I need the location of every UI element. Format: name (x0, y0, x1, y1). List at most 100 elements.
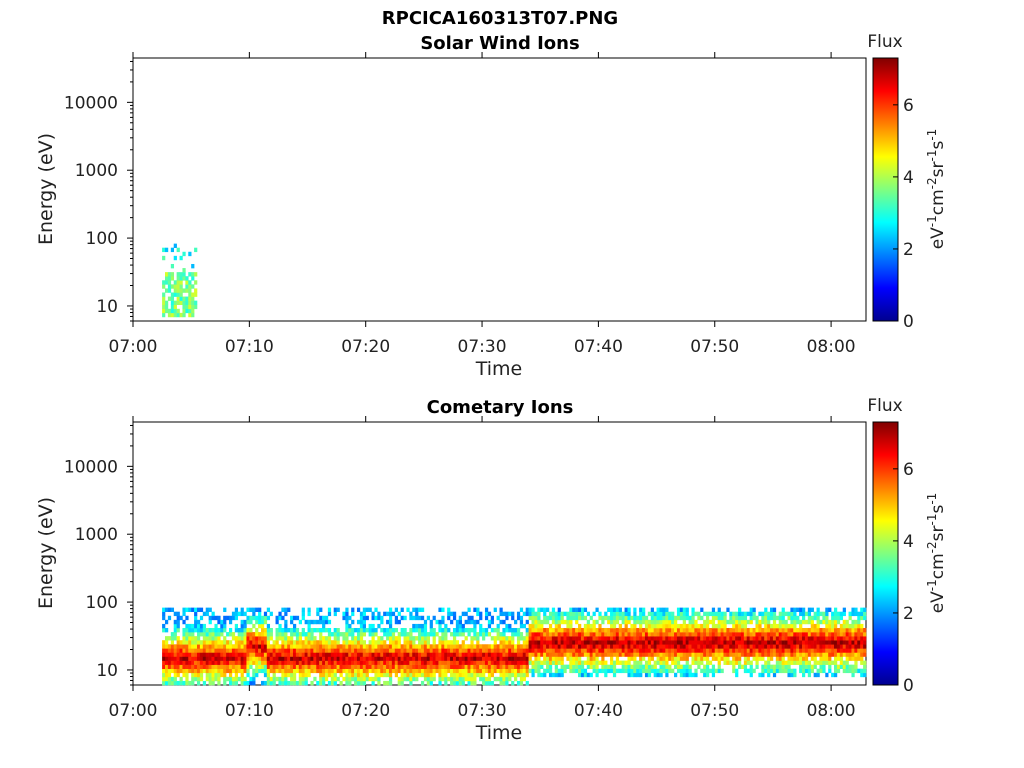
heatmap-cell (566, 627, 570, 633)
heatmap-cell (650, 607, 654, 613)
heatmap-cell (482, 652, 486, 657)
heatmap-cell (697, 615, 701, 621)
heatmap-cell (319, 627, 323, 633)
heatmap-cell (290, 632, 294, 637)
heatmap-cell (211, 632, 215, 637)
heatmap-cell (426, 672, 430, 678)
heatmap-cell (653, 640, 657, 645)
heatmap-cell (185, 680, 189, 686)
heatmap-cell (223, 636, 227, 641)
heatmap-cell (196, 664, 201, 670)
heatmap-cell (173, 619, 177, 625)
heatmap-cell (336, 627, 340, 633)
heatmap-cell (345, 627, 349, 633)
heatmap-cell (217, 656, 221, 661)
heatmap-cell (470, 648, 474, 653)
heatmap-cell (176, 668, 180, 674)
heatmap-cell (418, 656, 422, 661)
heatmap-cell (857, 619, 861, 625)
heatmap-cell (633, 648, 637, 653)
heatmap-cell (778, 664, 782, 670)
heatmap-cell (700, 627, 704, 633)
heatmap-cell (249, 615, 253, 621)
heatmap-cell (502, 640, 506, 645)
heatmap-cell (220, 656, 224, 661)
heatmap-cell (441, 640, 445, 645)
heatmap-cell (237, 640, 241, 645)
heatmap-cell (403, 668, 407, 674)
heatmap-cell (758, 636, 762, 641)
heatmap-cell (461, 644, 465, 649)
heatmap-cell (665, 623, 669, 629)
heatmap-cell (269, 680, 273, 686)
heatmap-cell (211, 656, 215, 661)
heatmap-cell (749, 615, 753, 621)
heatmap-cell (179, 652, 183, 657)
heatmap-cell (534, 623, 538, 629)
heatmap-cell (857, 636, 861, 641)
heatmap-cell (386, 632, 390, 637)
heatmap-cell (554, 652, 558, 657)
heatmap-cell (644, 652, 649, 657)
heatmap-cell (304, 660, 308, 665)
heatmap-cell (732, 652, 736, 657)
heatmap-cell (674, 656, 678, 661)
heatmap-cell (752, 644, 756, 649)
heatmap-cell (729, 648, 733, 653)
heatmap-cell (173, 648, 177, 653)
heatmap-cell (263, 611, 268, 617)
heatmap-cell (592, 664, 596, 670)
heatmap-cell (831, 615, 835, 621)
heatmap-cell (182, 276, 186, 281)
heatmap-cell (234, 644, 239, 649)
heatmap-cell (240, 668, 244, 674)
heatmap-cell (205, 611, 209, 617)
heatmap-cell (738, 644, 742, 649)
heatmap-cell (618, 623, 622, 629)
heatmap-cell (825, 627, 829, 633)
heatmap-cell (214, 632, 218, 637)
heatmap-cell (383, 632, 387, 637)
heatmap-cell (639, 664, 643, 670)
heatmap-cell (467, 607, 471, 613)
heatmap-cell (525, 652, 529, 657)
heatmap-cell (639, 656, 643, 661)
heatmap-cell (784, 632, 788, 637)
heatmap-cell (761, 615, 765, 621)
heatmap-cell (467, 648, 471, 653)
heatmap-cell (359, 680, 364, 686)
heatmap-cell (249, 636, 253, 641)
heatmap-cell (188, 664, 192, 670)
heatmap-cell (269, 611, 273, 617)
heatmap-cell (467, 644, 471, 649)
heatmap-cell (740, 627, 745, 633)
heatmap-cell (205, 672, 209, 678)
heatmap-cell (362, 680, 366, 686)
heatmap-cell (162, 280, 166, 285)
heatmap-cell (633, 644, 637, 649)
heatmap-cell (467, 656, 471, 661)
heatmap-cell (752, 615, 756, 621)
heatmap-cell (412, 644, 416, 649)
heatmap-cell (162, 247, 166, 253)
heatmap-cell (653, 611, 657, 617)
heatmap-cell (688, 648, 692, 653)
heatmap-cell (223, 640, 227, 645)
heatmap-cell (263, 660, 268, 665)
heatmap-cell (260, 652, 265, 657)
heatmap-cell (452, 656, 457, 661)
heatmap-cell (292, 623, 297, 629)
heatmap-cell (194, 664, 198, 670)
heatmap-cell (793, 668, 797, 674)
heatmap-cell (476, 664, 480, 670)
heatmap-cell (217, 676, 221, 682)
heatmap-cell (546, 632, 550, 637)
heatmap-cell (415, 672, 419, 678)
heatmap-cell (612, 648, 617, 653)
heatmap-cell (836, 640, 841, 645)
heatmap-cell (269, 627, 273, 633)
heatmap-cell (772, 615, 777, 621)
heatmap-cell (615, 656, 620, 661)
heatmap-cell (601, 660, 605, 665)
heatmap-cell (793, 652, 797, 657)
